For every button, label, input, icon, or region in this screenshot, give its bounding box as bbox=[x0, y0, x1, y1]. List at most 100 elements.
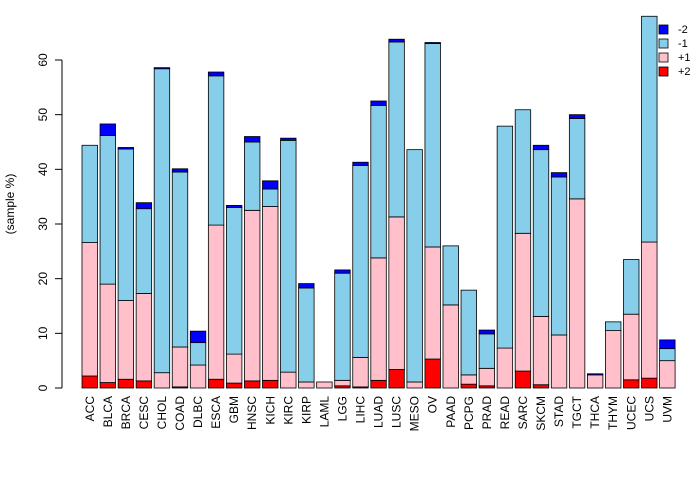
x-label-blca: BLCA bbox=[101, 396, 115, 427]
bar-ucec-minus1 bbox=[623, 259, 640, 315]
y-tick-label: 10 bbox=[36, 326, 50, 340]
x-label-cesc: CESC bbox=[137, 396, 151, 430]
bar-gbm-plus2 bbox=[225, 382, 243, 389]
bar-skcm-plus2 bbox=[532, 384, 550, 389]
bar-brca-plus2 bbox=[117, 378, 134, 389]
bar-ov-plus1 bbox=[424, 246, 441, 360]
x-label-ucs: UCS bbox=[642, 396, 656, 421]
bar-sarc-minus1 bbox=[514, 109, 532, 234]
bar-lusc-plus2 bbox=[388, 369, 405, 389]
bar-coad-plus1 bbox=[171, 346, 189, 388]
x-label-ov: OV bbox=[426, 396, 440, 413]
bar-paad-minus1 bbox=[442, 245, 459, 306]
bar-meso-minus1 bbox=[406, 149, 423, 383]
legend-swatch-minus2 bbox=[658, 24, 669, 35]
bar-blca-minus2 bbox=[99, 123, 116, 136]
bar-hnsc-plus2 bbox=[244, 380, 261, 389]
bar-lihc-minus1 bbox=[352, 165, 369, 358]
x-label-paad: PAAD bbox=[444, 396, 458, 428]
bar-kirc-plus1 bbox=[280, 371, 297, 389]
bar-chol-plus1 bbox=[153, 372, 171, 389]
bar-esca-minus1 bbox=[207, 75, 225, 226]
bar-esca-plus1 bbox=[207, 224, 225, 380]
bar-read-plus1 bbox=[496, 347, 514, 389]
y-tick-label: 40 bbox=[36, 162, 50, 176]
bar-hnsc-plus1 bbox=[244, 209, 261, 382]
x-label-hnsc: HNSC bbox=[245, 396, 259, 430]
bar-ucec-plus2 bbox=[623, 379, 640, 389]
bar-read-minus1 bbox=[496, 125, 514, 349]
x-label-brca: BRCA bbox=[119, 396, 133, 429]
bar-hnsc-minus1 bbox=[244, 141, 261, 211]
bar-esca-plus2 bbox=[207, 378, 225, 389]
bar-lihc-plus1 bbox=[352, 356, 369, 388]
bar-ucec-plus1 bbox=[623, 313, 640, 381]
bar-luad-plus2 bbox=[370, 379, 387, 389]
bar-lgg-minus1 bbox=[334, 272, 351, 381]
bar-kich-minus2 bbox=[262, 180, 279, 190]
bar-acc-plus1 bbox=[81, 242, 98, 377]
bar-stad-minus1 bbox=[550, 176, 568, 336]
x-label-meso: MESO bbox=[408, 396, 422, 431]
bar-ov-plus2 bbox=[424, 358, 441, 389]
bar-chol-minus2 bbox=[153, 67, 171, 70]
bar-esca-minus2 bbox=[207, 71, 225, 77]
x-label-lgg: LGG bbox=[335, 396, 349, 421]
x-label-uvm: UVM bbox=[660, 396, 674, 423]
bar-paad-plus1 bbox=[442, 304, 459, 389]
x-label-sarc: SARC bbox=[516, 396, 530, 430]
legend-swatch-plus1 bbox=[658, 52, 669, 63]
bar-laml-plus1 bbox=[316, 381, 333, 389]
bar-gbm-minus2 bbox=[225, 205, 243, 208]
bar-kich-minus1 bbox=[262, 188, 279, 207]
y-axis: 0 10 20 30 40 50 60 bbox=[36, 53, 63, 391]
bar-dlbc-minus2 bbox=[189, 330, 207, 344]
x-label-ucec: UCEC bbox=[624, 396, 638, 430]
bar-thca-minus2 bbox=[587, 373, 604, 376]
x-label-tgct: TGCT bbox=[570, 395, 584, 428]
bar-stad-minus2 bbox=[550, 172, 568, 178]
bar-lusc-minus1 bbox=[388, 41, 405, 218]
bar-blca-minus1 bbox=[99, 135, 116, 285]
x-label-prad: PRAD bbox=[480, 396, 494, 430]
bar-chol-minus1 bbox=[153, 68, 171, 374]
bar-pcpg-plus1 bbox=[460, 374, 477, 385]
bar-pcpg-minus1 bbox=[460, 289, 477, 376]
bar-hnsc-minus2 bbox=[244, 136, 261, 143]
bar-thca-plus1 bbox=[587, 374, 604, 389]
bar-acc-plus2 bbox=[81, 375, 98, 389]
x-label-read: READ bbox=[498, 396, 512, 430]
bar-cesc-minus1 bbox=[135, 208, 153, 294]
y-axis-title: (sample %) bbox=[3, 174, 17, 235]
bar-stad-plus1 bbox=[550, 334, 568, 389]
bar-kich-plus2 bbox=[262, 379, 279, 389]
y-tick-label: 0 bbox=[36, 384, 50, 391]
bar-lusc-plus1 bbox=[388, 216, 405, 370]
x-label-lihc: LIHC bbox=[354, 396, 368, 424]
bar-blca-plus1 bbox=[99, 283, 116, 383]
bars bbox=[81, 15, 676, 389]
bar-luad-plus1 bbox=[370, 257, 387, 381]
x-label-thca: THCA bbox=[588, 396, 602, 429]
y-tick-label: 20 bbox=[36, 272, 50, 286]
bar-kirp-minus2 bbox=[298, 283, 315, 289]
legend: -2 -1 +1 +2 bbox=[658, 24, 691, 78]
bar-sarc-plus1 bbox=[514, 232, 532, 372]
y-tick-label: 60 bbox=[36, 53, 50, 67]
bar-uvm-minus2 bbox=[659, 339, 676, 350]
bar-lgg-minus2 bbox=[334, 269, 351, 274]
bar-luad-minus2 bbox=[370, 100, 387, 106]
bar-tgct-minus1 bbox=[568, 118, 586, 200]
bar-kich-plus1 bbox=[262, 206, 279, 381]
bar-cesc-plus2 bbox=[135, 380, 153, 389]
bar-lgg-plus1 bbox=[334, 379, 351, 387]
bar-skcm-minus2 bbox=[532, 144, 550, 151]
x-label-skcm: SKCM bbox=[534, 396, 548, 431]
bar-pcpg-plus2 bbox=[460, 383, 477, 389]
legend-label-minus1: -1 bbox=[678, 38, 688, 50]
bar-ucs-plus2 bbox=[641, 377, 658, 389]
x-label-acc: ACC bbox=[83, 396, 97, 422]
bar-tgct-minus2 bbox=[568, 114, 586, 119]
bar-cesc-minus2 bbox=[135, 202, 153, 210]
x-axis-labels: ACC BLCA BRCA CESC CHOL COAD DLBC ESCA GBM HNSC KI… bbox=[83, 395, 675, 431]
